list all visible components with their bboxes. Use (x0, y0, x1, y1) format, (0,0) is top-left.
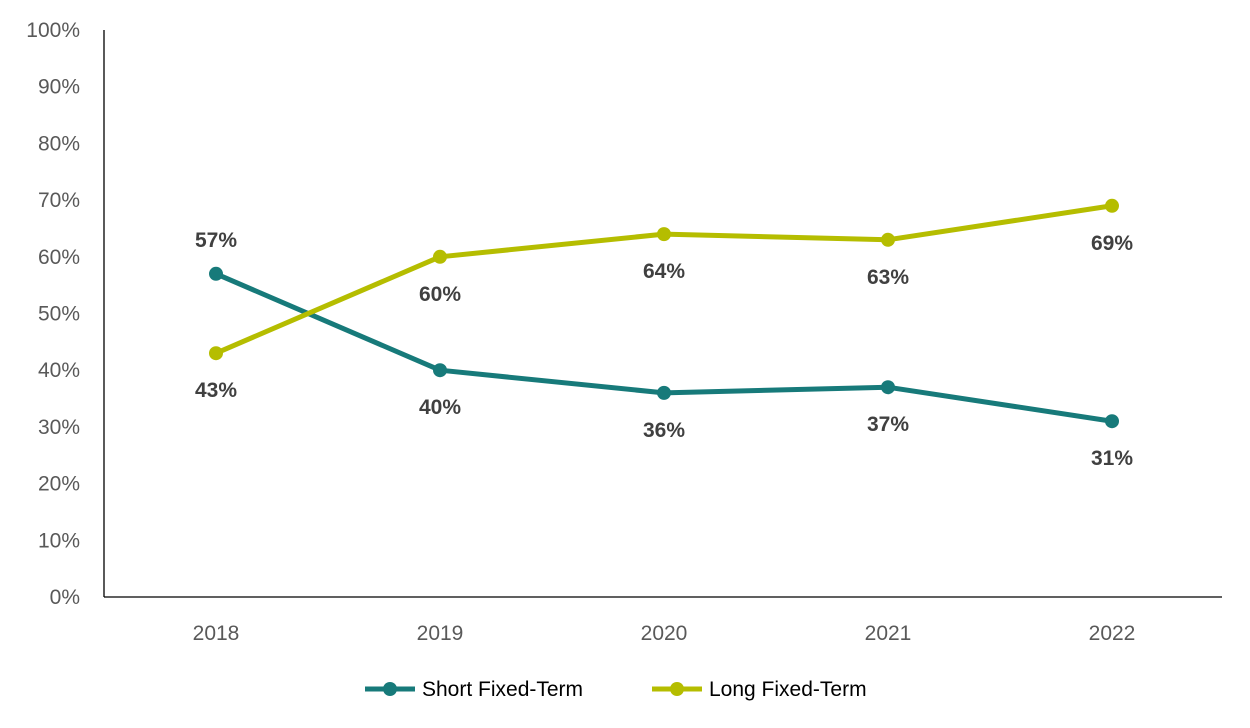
data-label: 60% (419, 283, 461, 306)
data-point (209, 346, 223, 361)
data-point (433, 363, 447, 378)
y-tick-label: 60% (38, 246, 80, 269)
legend: Short Fixed-Term Long Fixed-Term (365, 678, 867, 701)
x-axis-tick-labels: 2018 2019 2020 2021 2022 (193, 622, 1136, 645)
y-tick-label: 50% (38, 303, 80, 326)
data-label: 40% (419, 396, 461, 419)
y-tick-label: 70% (38, 189, 80, 212)
y-tick-label: 40% (38, 359, 80, 382)
data-label: 43% (195, 379, 237, 402)
data-label: 36% (643, 419, 685, 442)
y-tick-label: 20% (38, 473, 80, 496)
legend-marker (670, 682, 684, 696)
x-tick-label: 2018 (193, 622, 240, 645)
data-label: 69% (1091, 232, 1133, 255)
data-label: 63% (867, 266, 909, 289)
data-label: 37% (867, 413, 909, 436)
y-tick-label: 0% (50, 586, 80, 609)
x-tick-label: 2020 (641, 622, 688, 645)
data-point (881, 232, 895, 247)
data-point (209, 266, 223, 281)
x-tick-label: 2021 (865, 622, 912, 645)
data-point (657, 385, 671, 400)
legend-label: Short Fixed-Term (422, 678, 583, 701)
data-point (1105, 198, 1119, 213)
data-point (657, 227, 671, 242)
y-axis-tick-labels: 0% 10% 20% 30% 40% 50% 60% 70% 80% 90% 100% (26, 19, 80, 609)
x-tick-label: 2022 (1089, 622, 1136, 645)
data-labels: 57% 40% 36% 37% 31% 43% 60% 64% 63% 69% (195, 229, 1133, 470)
data-point (433, 249, 447, 264)
y-tick-label: 100% (26, 19, 80, 42)
y-tick-label: 90% (38, 76, 80, 99)
series-points (209, 198, 1119, 429)
y-tick-label: 30% (38, 416, 80, 439)
data-label: 64% (643, 260, 685, 283)
data-point (881, 380, 895, 395)
legend-label: Long Fixed-Term (709, 678, 867, 701)
data-point (1105, 414, 1119, 429)
legend-marker (383, 682, 397, 696)
data-label: 31% (1091, 447, 1133, 470)
y-tick-label: 10% (38, 529, 80, 552)
x-tick-label: 2019 (417, 622, 464, 645)
data-label: 57% (195, 229, 237, 252)
y-tick-label: 80% (38, 132, 80, 155)
